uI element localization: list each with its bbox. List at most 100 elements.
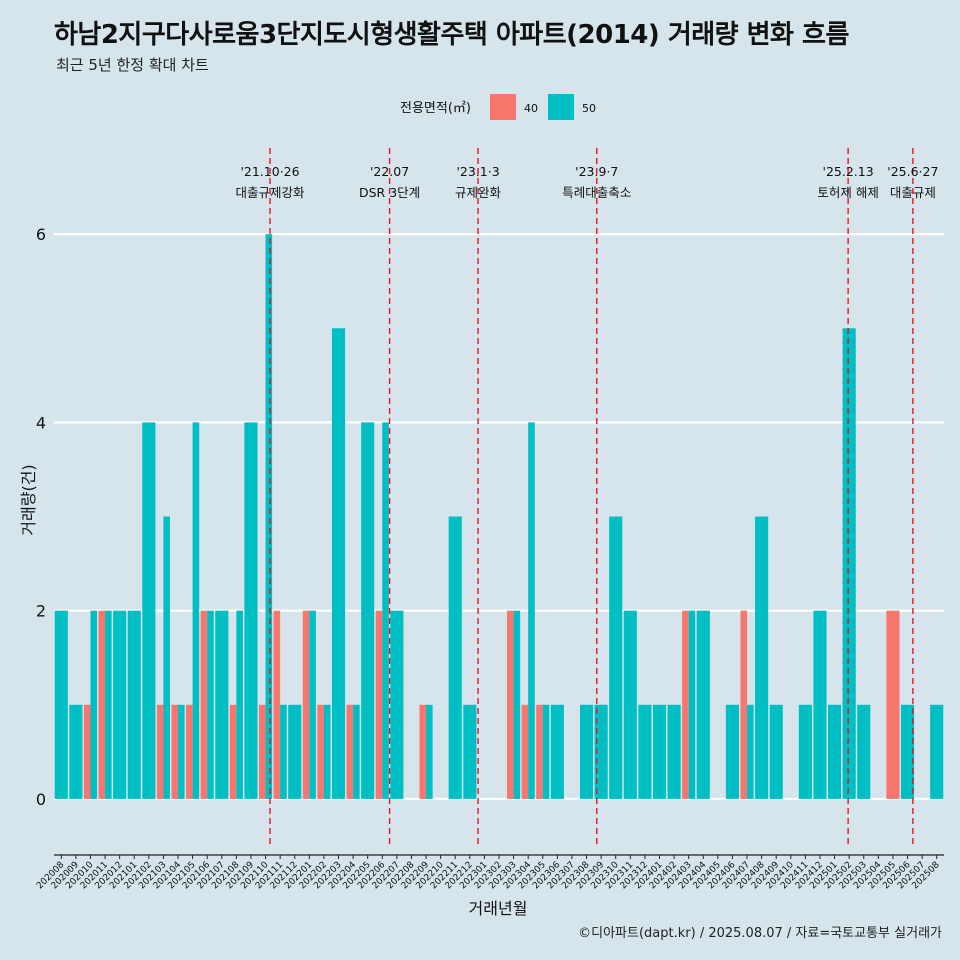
event-desc-label: 대출규제강화 [236, 185, 306, 200]
bar-202207-50 [390, 610, 404, 799]
chart-title: 하남2지구다사로움3단지도시형생활주택 아파트(2014) 거래량 변화 흐름 [54, 20, 849, 50]
bar-202508-50 [930, 704, 944, 799]
y-tick-label: 6 [36, 225, 46, 244]
bar-202012-50 [113, 610, 127, 799]
event-date-label: '22.07 [370, 164, 409, 179]
bar-202107-50 [215, 610, 229, 799]
bar-202211-50 [448, 516, 462, 799]
bar-202202-40 [317, 704, 324, 799]
bar-202406-50 [725, 704, 740, 799]
bar-202402-50 [667, 704, 681, 799]
event-desc-label: DSR 3단계 [359, 185, 420, 200]
bar-202303-50 [513, 610, 521, 799]
bar-202011-40 [98, 610, 106, 799]
bar-202010-50 [90, 610, 98, 799]
bar-202103-40 [156, 704, 164, 799]
bar-202407-40 [740, 610, 748, 799]
bar-202304-50 [528, 422, 535, 799]
bar-202103-50 [163, 516, 170, 799]
bar-202502-50 [842, 328, 856, 799]
y-tick-label: 0 [36, 790, 46, 809]
y-axis-title: 거래량(건) [19, 464, 38, 535]
x-axis: 2020082020092020102020112020122021012021… [35, 854, 944, 891]
y-tick-label: 2 [36, 602, 46, 621]
bars [54, 234, 944, 799]
bar-202203-50 [331, 328, 346, 799]
bar-202412-50 [813, 610, 827, 799]
bar-202401-50 [652, 704, 667, 799]
bar-202111-50 [280, 704, 287, 799]
bar-202105-50 [192, 422, 200, 799]
bar-202312-50 [638, 704, 652, 799]
bar-202404-50 [696, 610, 710, 799]
bar-202305-50 [542, 704, 550, 799]
bar-202104-50 [178, 704, 185, 799]
bar-202409-50 [769, 704, 783, 799]
bar-202310-50 [609, 516, 623, 799]
bar-202108-40 [229, 704, 237, 799]
bar-202112-50 [288, 704, 302, 799]
event-desc-label: 특례대출축소 [562, 185, 631, 200]
bar-202206-40 [375, 610, 383, 799]
event-date-label: '25.2.13 [823, 164, 874, 179]
event-date-label: '21.10·26 [240, 164, 299, 179]
bar-202403-40 [682, 610, 689, 799]
bar-202209-50 [426, 704, 433, 799]
chart-subtitle: 최근 5년 한정 확대 차트 [56, 56, 209, 74]
bar-202111-40 [273, 610, 281, 799]
bar-202403-50 [688, 610, 696, 799]
event-date-label: '25.6·27 [887, 164, 938, 179]
bar-202503-50 [857, 704, 871, 799]
legend-title: 전용면적(㎡) [400, 101, 471, 116]
bar-202309-50 [594, 704, 608, 799]
legend: 전용면적(㎡) 40 50 [400, 94, 596, 120]
event-date-label: '23.1·3 [456, 164, 499, 179]
bar-202008-50 [54, 610, 68, 799]
x-axis-title: 거래년월 [469, 899, 528, 918]
bar-202101-50 [127, 610, 141, 799]
bar-202110-50 [265, 234, 273, 799]
bar-202305-40 [536, 704, 543, 799]
bar-202308-50 [579, 704, 594, 799]
bar-202306-50 [550, 704, 564, 799]
legend-swatch-40 [490, 94, 516, 120]
bar-202102-50 [142, 422, 156, 799]
bar-202206-50 [382, 422, 389, 799]
bar-202011-50 [105, 610, 112, 799]
event-desc-label: 대출규제 [890, 185, 936, 200]
bar-202009-50 [69, 704, 83, 799]
y-axis: 0 2 4 6 [36, 225, 46, 809]
bar-202104-40 [171, 704, 179, 799]
bar-202201-50 [309, 610, 316, 799]
bar-202106-50 [207, 610, 214, 799]
event-date-label: '23.9·7 [575, 164, 618, 179]
bar-202202-50 [323, 704, 331, 799]
bar-202204-50 [353, 704, 360, 799]
bar-202407-50 [747, 704, 754, 799]
bar-202209-40 [419, 704, 427, 799]
bar-202108-50 [236, 610, 243, 799]
y-tick-label: 4 [36, 413, 46, 432]
bar-202110-40 [258, 704, 266, 799]
legend-swatch-50 [548, 94, 574, 120]
bar-202311-50 [623, 610, 637, 799]
bar-202501-50 [828, 704, 842, 799]
bar-202204-40 [346, 704, 354, 799]
bar-202105-40 [186, 704, 193, 799]
bar-202506-50 [900, 704, 915, 799]
bar-202505-40 [886, 610, 900, 799]
bar-202304-40 [521, 704, 529, 799]
bar-202408-50 [755, 516, 769, 799]
bar-202010-40 [83, 704, 91, 799]
event-desc-label: 토허제 해제 [817, 185, 878, 200]
legend-label-40: 40 [524, 102, 538, 115]
bar-202411-50 [798, 704, 812, 799]
event-desc-label: 규제완화 [455, 185, 502, 200]
legend-label-50: 50 [582, 102, 596, 115]
source-caption: ©디아파트(dapt.kr) / 2025.08.07 / 자료=국토교통부 실… [578, 926, 942, 941]
bar-202212-50 [463, 704, 477, 799]
bar-202106-40 [200, 610, 208, 799]
bar-202201-40 [302, 610, 310, 799]
bar-202109-50 [244, 422, 258, 799]
